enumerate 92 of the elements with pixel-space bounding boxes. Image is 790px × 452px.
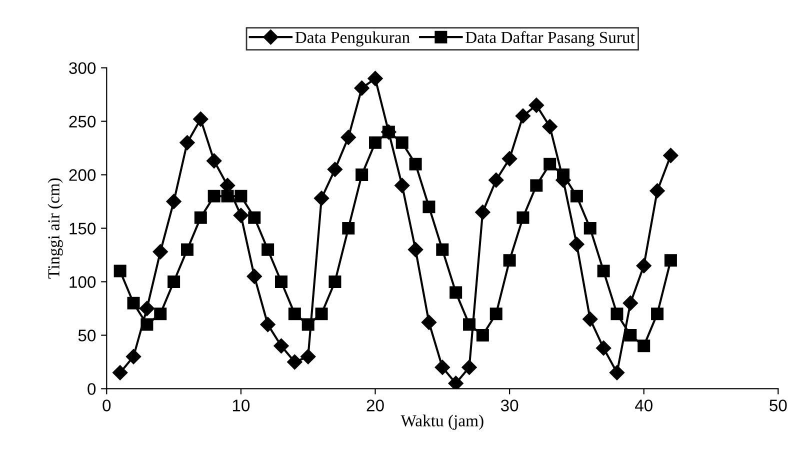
x-tick-label: 0 <box>102 400 111 412</box>
point <box>262 243 274 256</box>
y-tick-label: 100 <box>70 276 96 288</box>
point <box>570 190 583 202</box>
point <box>342 222 355 235</box>
point <box>114 264 126 278</box>
point <box>448 376 464 389</box>
point <box>569 236 584 252</box>
point <box>610 308 624 320</box>
point <box>624 328 637 342</box>
point <box>368 70 383 86</box>
point <box>246 268 262 284</box>
x-tick-label: 20 <box>366 400 384 412</box>
x-tick-label: 30 <box>500 400 518 412</box>
point <box>638 340 650 352</box>
point <box>274 338 289 354</box>
y-tick-label: 150 <box>70 222 96 234</box>
point <box>434 360 450 375</box>
point <box>582 312 598 327</box>
point <box>154 308 167 320</box>
point <box>651 308 664 320</box>
point <box>248 211 261 224</box>
point <box>327 162 343 177</box>
point <box>515 108 531 124</box>
point <box>664 254 677 267</box>
point <box>475 204 490 220</box>
point <box>422 200 436 214</box>
point <box>516 211 530 224</box>
point <box>503 254 516 267</box>
point <box>409 158 422 170</box>
point <box>584 222 596 235</box>
point <box>450 286 462 299</box>
point <box>340 130 356 145</box>
point <box>314 190 330 206</box>
x-tick-label: 40 <box>634 400 652 412</box>
x-tick-label: 10 <box>232 400 250 412</box>
point <box>234 190 248 202</box>
point <box>663 148 678 164</box>
point <box>168 275 180 288</box>
point <box>396 136 408 149</box>
point <box>369 136 382 149</box>
point <box>315 308 328 320</box>
point <box>476 328 489 342</box>
point <box>112 365 128 380</box>
y-tick-label: 250 <box>69 116 96 128</box>
x-axis-title: Waktu (jam) <box>400 414 484 430</box>
point <box>490 308 502 320</box>
point <box>622 296 638 311</box>
point <box>208 190 220 202</box>
point <box>194 211 207 224</box>
point <box>636 258 652 274</box>
legend-label: Data Pengukuran <box>295 31 410 47</box>
point <box>530 179 543 192</box>
point <box>166 194 182 210</box>
point <box>596 340 612 356</box>
point <box>180 135 195 150</box>
point <box>328 275 342 288</box>
point <box>193 112 208 127</box>
point <box>354 80 370 96</box>
y-tick-label: 300 <box>69 62 96 74</box>
point <box>542 119 558 134</box>
point <box>544 158 556 170</box>
point <box>488 172 504 188</box>
point <box>394 178 410 194</box>
point <box>180 243 194 256</box>
point <box>462 360 477 375</box>
y-tick-label: 200 <box>69 169 96 181</box>
point <box>421 314 437 330</box>
point <box>502 151 518 166</box>
point <box>356 168 368 182</box>
point <box>139 300 155 316</box>
point <box>609 365 625 380</box>
point <box>274 275 288 288</box>
x-tick-label: 50 <box>770 400 787 412</box>
point <box>436 243 449 256</box>
legend-label: Data Daftar Pasang Surut <box>466 31 635 47</box>
point <box>650 183 665 198</box>
point <box>597 264 610 278</box>
point <box>300 349 316 364</box>
y-tick-label: 50 <box>78 330 96 342</box>
point <box>206 153 222 168</box>
point <box>127 296 140 310</box>
point <box>528 98 544 113</box>
point <box>152 244 168 260</box>
point <box>408 242 424 258</box>
y-axis-title: Tinggi air (cm) <box>48 178 63 279</box>
point <box>287 354 302 370</box>
point <box>126 349 142 364</box>
y-tick-label: 0 <box>88 383 96 395</box>
point <box>233 208 249 223</box>
point <box>288 308 301 320</box>
point <box>260 316 276 332</box>
